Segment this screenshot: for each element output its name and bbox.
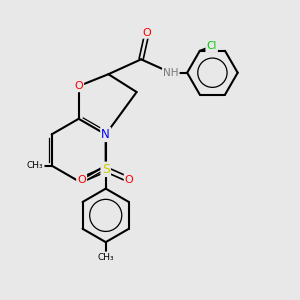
Text: S: S bbox=[102, 163, 110, 176]
Text: N: N bbox=[101, 128, 110, 141]
Text: O: O bbox=[74, 81, 83, 91]
Text: Cl: Cl bbox=[206, 41, 217, 51]
Text: CH₃: CH₃ bbox=[27, 161, 44, 170]
Text: CH₃: CH₃ bbox=[98, 253, 114, 262]
Text: O: O bbox=[125, 175, 134, 185]
Text: O: O bbox=[143, 28, 152, 38]
Text: NH: NH bbox=[163, 68, 178, 78]
Text: O: O bbox=[77, 175, 86, 185]
